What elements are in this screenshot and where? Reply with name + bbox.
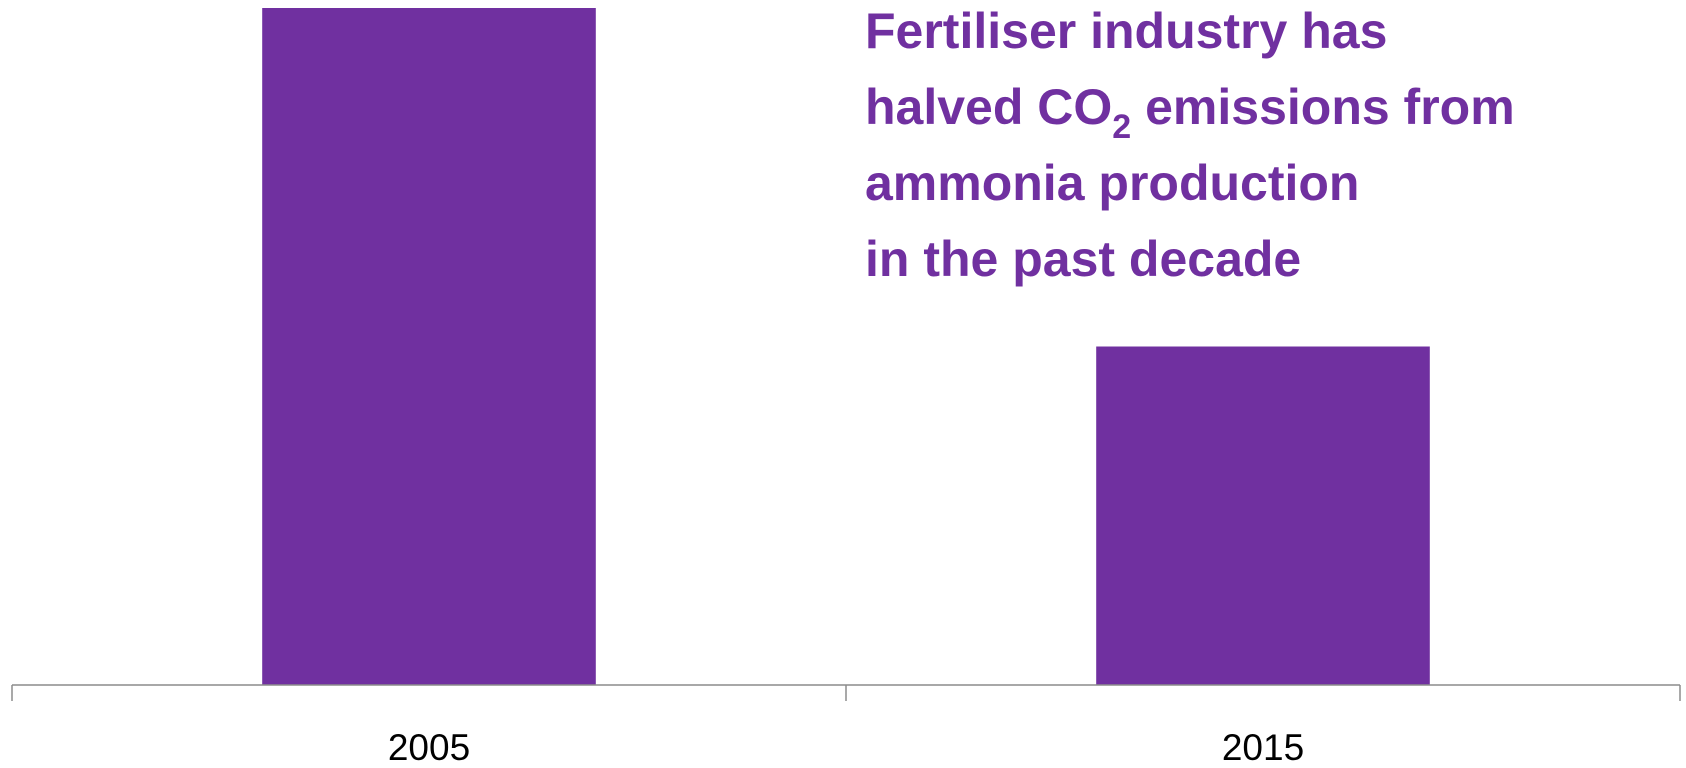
bar bbox=[262, 8, 596, 685]
title-line: in the past decade bbox=[865, 231, 1301, 287]
title-line: ammonia production bbox=[865, 155, 1359, 211]
x-tick-label: 2005 bbox=[388, 727, 470, 768]
title-part: halved CO bbox=[865, 79, 1112, 135]
title-line: halved CO2 emissions from bbox=[865, 79, 1515, 146]
title-subscript: 2 bbox=[1112, 108, 1131, 146]
x-tick-label: 2015 bbox=[1222, 727, 1304, 768]
bar bbox=[1096, 346, 1430, 685]
title-line: Fertiliser industry has bbox=[865, 3, 1387, 59]
chart-title: Fertiliser industry has halved CO2 emiss… bbox=[865, 3, 1515, 287]
title-part: emissions from bbox=[1131, 79, 1514, 135]
